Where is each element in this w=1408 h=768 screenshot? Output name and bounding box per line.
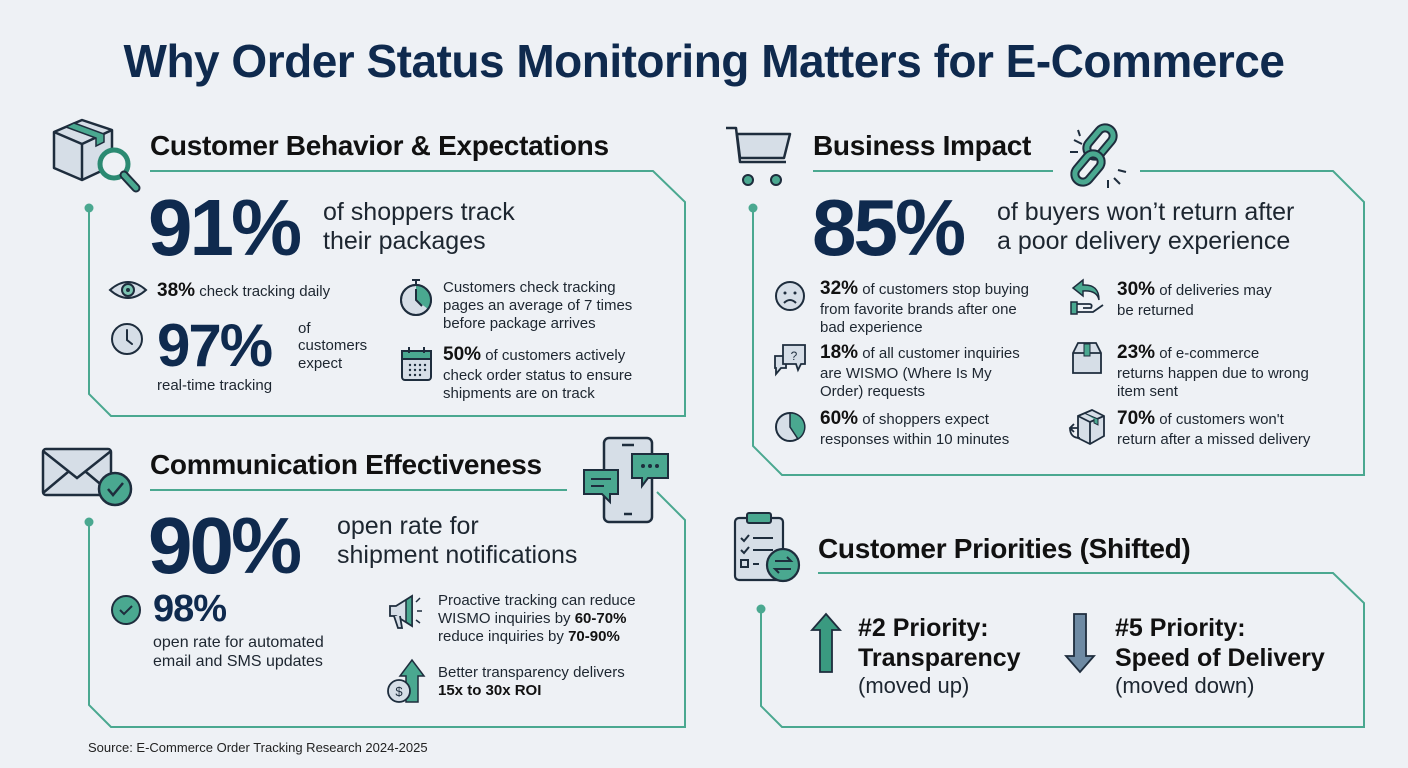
broken-link-icon bbox=[1070, 123, 1127, 188]
headline-value: 85% bbox=[812, 183, 966, 272]
megaphone-icon bbox=[389, 594, 422, 629]
headline-desc: open rate for shipment notifications bbox=[337, 512, 578, 569]
shopping-cart-icon bbox=[726, 126, 792, 186]
stat-60: 60% of shoppers expect responses within … bbox=[820, 408, 1010, 448]
section-title: Customer Priorities (Shifted) bbox=[818, 533, 1191, 564]
stat-98-value: 98% bbox=[153, 588, 227, 630]
headline-value: 91% bbox=[148, 183, 302, 272]
stat-roi: Better transparency delivers 15x to 30x … bbox=[438, 664, 625, 699]
source-citation: Source: E-Commerce Order Tracking Resear… bbox=[88, 740, 428, 755]
stat-97-below: real-time tracking bbox=[157, 377, 273, 394]
clock-icon bbox=[111, 323, 143, 355]
stat-check-frequency: Customers check tracking pages an averag… bbox=[443, 279, 633, 332]
priority-item-speed: #5 Priority: Speed of Delivery (moved do… bbox=[1115, 614, 1325, 698]
stat-wismo-reduction: Proactive tracking can reduce WISMO inqu… bbox=[438, 592, 636, 645]
email-check-icon bbox=[41, 447, 133, 507]
stat-38: 38% check tracking daily bbox=[157, 280, 331, 301]
arrow-down-icon bbox=[1064, 613, 1096, 674]
stat-32: 32% of customers stop buying from favori… bbox=[820, 278, 1029, 336]
eye-icon bbox=[108, 281, 148, 299]
section-title: Business Impact bbox=[813, 130, 1032, 161]
package-search-icon bbox=[52, 118, 141, 193]
stat-50: 50% of customers actively check order st… bbox=[443, 344, 633, 402]
headline-value: 90% bbox=[148, 501, 302, 590]
pie-chart-icon bbox=[775, 412, 806, 442]
headline-desc: of shoppers track their packages bbox=[323, 198, 515, 255]
section-title: Communication Effectiveness bbox=[150, 449, 542, 480]
headline-desc: of buyers won’t return after a poor deli… bbox=[997, 198, 1295, 255]
calendar-icon bbox=[401, 347, 432, 381]
stat-98-desc: open rate for automated email and SMS up… bbox=[153, 634, 324, 671]
stat-97-desc: of customers expect bbox=[298, 320, 368, 372]
box-icon bbox=[1072, 342, 1102, 374]
page-title: Why Order Status Monitoring Matters for … bbox=[123, 35, 1285, 87]
check-circle-icon bbox=[111, 595, 141, 625]
clipboard-swap-icon bbox=[733, 512, 801, 583]
phone-chat-icon bbox=[583, 436, 669, 524]
stat-18: 18% of all customer inquiries are WISMO … bbox=[820, 342, 1020, 400]
stat-70: 70% of customers won't return after a mi… bbox=[1117, 408, 1311, 448]
question-chat-icon: ? bbox=[774, 344, 806, 377]
priority-item-transparency: #2 Priority: Transparency (moved up) bbox=[858, 614, 1021, 698]
arrow-up-icon bbox=[810, 612, 842, 673]
stat-97-value: 97% bbox=[157, 312, 273, 379]
svg-text:?: ? bbox=[791, 349, 798, 363]
dollar-growth-icon: $ bbox=[387, 658, 426, 703]
sad-face-icon bbox=[775, 281, 805, 311]
stat-30: 30% of deliveries may be returned bbox=[1117, 279, 1272, 319]
svg-text:$: $ bbox=[395, 684, 403, 699]
stat-23: 23% of e-commerce returns happen due to … bbox=[1117, 342, 1309, 400]
section-title: Customer Behavior & Expectations bbox=[150, 130, 609, 161]
stopwatch-icon bbox=[400, 279, 432, 316]
return-hand-icon bbox=[1070, 278, 1104, 315]
box-return-icon bbox=[1068, 409, 1105, 446]
